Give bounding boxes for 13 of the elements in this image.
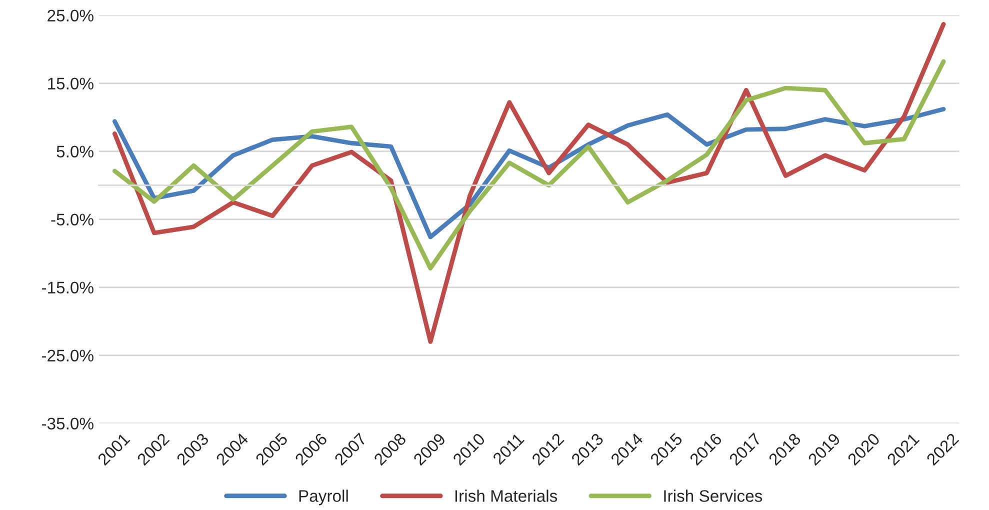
y-tick-label: 15.0%	[48, 78, 94, 90]
legend-label: Payroll	[299, 490, 348, 506]
y-tick-label: -15.0%	[42, 282, 94, 294]
y-tick-label: 5.0%	[56, 146, 94, 158]
y-tick-label: 25.0%	[48, 10, 94, 22]
legend-label: Irish Services	[664, 490, 762, 502]
y-tick-label: -5.0%	[51, 214, 94, 226]
y-tick-label: -35.0%	[42, 418, 94, 430]
y-tick-label: -25.0%	[42, 350, 94, 362]
line-series	[112, 106, 946, 240]
line-series	[112, 59, 946, 270]
legend-label: Irish Materials	[455, 490, 558, 502]
line-series	[112, 22, 946, 344]
